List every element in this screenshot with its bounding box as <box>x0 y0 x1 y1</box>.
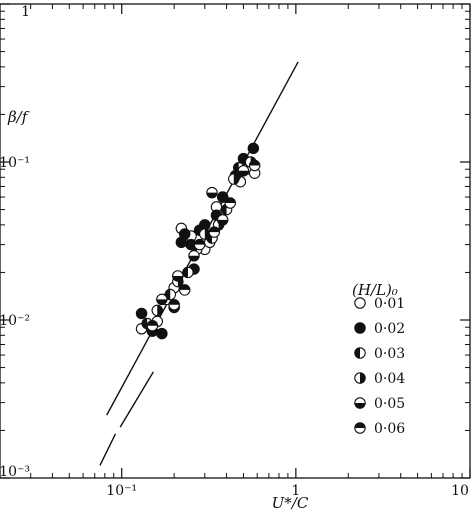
data-points <box>135 142 261 340</box>
data-point <box>248 159 261 172</box>
data-point <box>168 298 180 311</box>
data-point <box>146 319 159 332</box>
data-point <box>224 197 237 209</box>
data-point <box>188 250 200 262</box>
axis-ticks: 10⁻¹ 1 10 10⁻³ 10⁻² 10⁻¹ 1 <box>0 3 471 499</box>
legend-marker <box>354 297 366 309</box>
data-point <box>237 165 250 177</box>
data-point <box>193 238 206 251</box>
x-tick-label: 10 <box>451 483 469 499</box>
fit-lines <box>99 61 299 466</box>
legend-marker <box>354 372 366 384</box>
y-tick-label: 10⁻² <box>0 313 30 329</box>
legend-label: 0·03 <box>374 346 405 362</box>
data-point <box>199 228 211 240</box>
data-point <box>216 214 229 226</box>
fit-line-dashed-segment <box>119 371 154 428</box>
legend-marker <box>354 347 366 359</box>
data-point <box>216 191 229 203</box>
data-point <box>178 284 191 296</box>
legend-marker <box>354 397 366 409</box>
y-axis-label: β/f <box>7 108 30 126</box>
x-tick-label: 10⁻¹ <box>106 483 137 499</box>
legend-label: 0·04 <box>374 371 405 387</box>
data-point <box>156 327 168 340</box>
data-point <box>175 236 188 249</box>
y-tick-label: 10⁻¹ <box>0 155 30 171</box>
legend: 0·01 0·02 0·03 0·04 0·05 0·06 <box>354 296 405 437</box>
legend-label: 0·05 <box>374 396 405 412</box>
legend-marker <box>354 322 366 334</box>
x-axis-label: U*/C <box>272 494 309 512</box>
y-tick-label: 1 <box>21 4 30 20</box>
data-point <box>247 142 260 155</box>
data-point <box>156 293 168 306</box>
plot-frame <box>0 3 471 479</box>
legend-label: 0·01 <box>374 296 405 312</box>
data-point <box>182 266 194 279</box>
data-point <box>206 186 218 199</box>
y-tick-label: 10⁻³ <box>0 464 30 480</box>
data-point <box>208 226 221 238</box>
data-point <box>164 288 177 301</box>
data-point <box>228 173 240 185</box>
fit-line-dashed-segment <box>99 433 117 466</box>
data-point <box>135 307 148 320</box>
legend-title: (H/L)₀ <box>352 281 398 299</box>
legend-label: 0·02 <box>374 321 405 337</box>
data-point <box>151 304 164 317</box>
legend-marker <box>354 422 366 434</box>
data-point <box>172 270 184 282</box>
x-tick-label: 1 <box>291 483 300 499</box>
legend-label: 0·06 <box>374 421 405 437</box>
